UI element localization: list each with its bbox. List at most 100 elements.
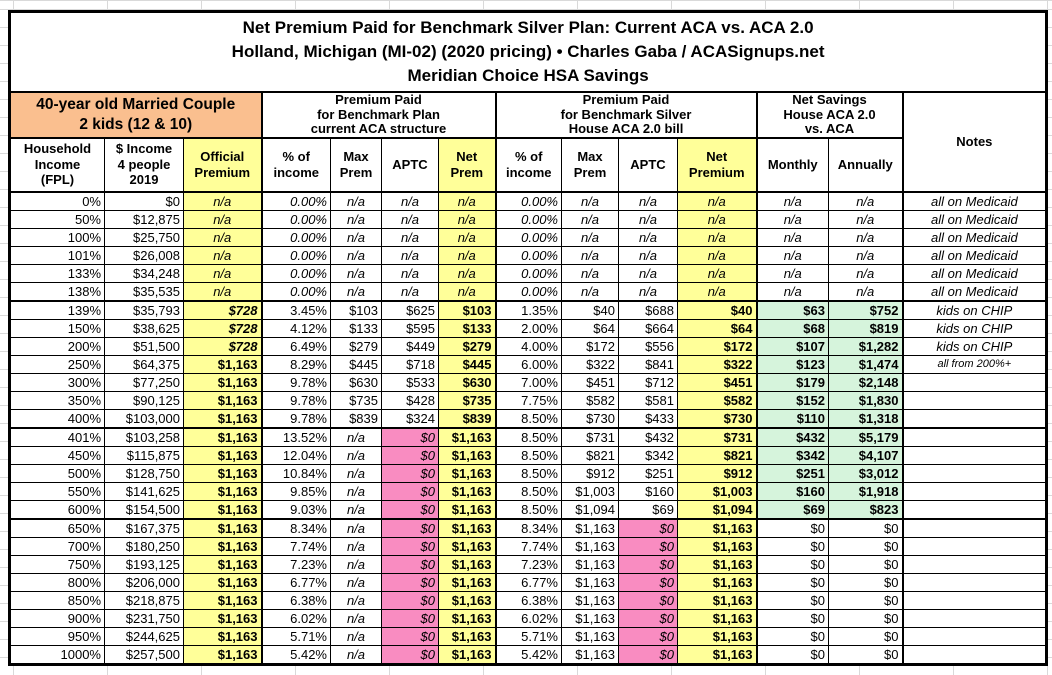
cell-fpl: 101%: [9, 245, 105, 265]
cell-aca-net-prem: $1,163: [438, 445, 496, 465]
cell-savings-annually: $0: [828, 554, 903, 574]
cell-aca-net-prem: $103: [438, 299, 496, 320]
cell-aca-pct-income: 4.12%: [260, 318, 331, 338]
cell-house-net-premium: $912: [677, 463, 757, 483]
cell-notes: [901, 481, 1048, 501]
cell-fpl: 600%: [9, 499, 105, 519]
cell-house-aptc: $0: [618, 644, 678, 665]
cell-fpl: 50%: [9, 209, 105, 229]
cell-aca-max-prem: $279: [330, 336, 382, 356]
cell-savings-annually: $1,830: [828, 390, 903, 410]
cell-house-net-premium: $582: [677, 390, 757, 410]
cell-aca-aptc: $533: [381, 372, 439, 392]
cell-aca-pct-income: 0.00%: [260, 191, 331, 211]
cell-fpl: 950%: [9, 626, 105, 646]
cell-aca-max-prem: n/a: [330, 209, 382, 229]
cell-aca-net-prem: n/a: [438, 209, 496, 229]
cell-aca-pct-income: 9.78%: [260, 390, 331, 410]
cell-aca-pct-income: 0.00%: [260, 281, 331, 301]
cell-aca-pct-income: 0.00%: [260, 245, 331, 265]
cell-house-pct-income: 6.77%: [494, 572, 562, 592]
cell-notes: [901, 626, 1048, 646]
cell-income: $244,625: [104, 626, 184, 646]
cell-aca-net-prem: n/a: [438, 245, 496, 265]
cell-house-pct-income: 8.50%: [494, 445, 562, 465]
cell-official-premium: $1,163: [183, 463, 262, 483]
cell-house-net-premium: $1,163: [677, 536, 757, 556]
cell-fpl: 300%: [9, 372, 105, 392]
cell-aca-pct-income: 10.84%: [260, 463, 331, 483]
cell-official-premium: $728: [183, 336, 262, 356]
table-title: Net Premium Paid for Benchmark Silver Pl…: [8, 11, 1048, 93]
cell-notes: [901, 536, 1048, 556]
cell-income: $90,125: [104, 390, 184, 410]
cell-aca-aptc: $0: [381, 445, 439, 465]
cell-house-net-premium: n/a: [677, 191, 757, 211]
cell-savings-annually: $1,918: [828, 481, 903, 501]
cell-aca-aptc: $0: [381, 626, 439, 646]
cell-house-max-prem: $1,094: [561, 499, 619, 519]
cell-house-net-premium: $1,003: [677, 481, 757, 501]
header-group-house-aca2: Premium Paid for Benchmark Silver House …: [494, 91, 757, 139]
cell-aca-aptc: $0: [381, 608, 439, 628]
cell-aca-max-prem: $735: [330, 390, 382, 410]
table-row-750: 750% $193,125 $1,163 7.23% n/a $0 $1,163 7.23% $…: [9, 554, 1048, 574]
cell-savings-monthly: $432: [755, 426, 829, 447]
cell-house-pct-income: 6.02%: [494, 608, 562, 628]
cell-savings-annually: n/a: [828, 209, 903, 229]
cell-house-aptc: $251: [618, 463, 678, 483]
cell-house-pct-income: 8.50%: [494, 481, 562, 501]
cell-aca-net-prem: $1,163: [438, 590, 496, 610]
cell-house-aptc: $0: [618, 554, 678, 574]
cell-income: $103,258: [104, 426, 184, 447]
cell-savings-annually: $0: [828, 626, 903, 646]
cell-notes: [901, 463, 1048, 483]
cell-house-pct-income: 1.35%: [494, 299, 562, 320]
cell-aca-pct-income: 6.77%: [260, 572, 331, 592]
header-group-demographic: 40-year old Married Couple 2 kids (12 & …: [9, 91, 262, 139]
cell-house-max-prem: $730: [561, 408, 619, 428]
cell-official-premium: $1,163: [183, 644, 262, 665]
cell-official-premium: n/a: [183, 263, 262, 283]
cell-aca-aptc: $0: [381, 536, 439, 556]
cell-official-premium: $1,163: [183, 372, 262, 392]
table-row-450: 450% $115,875 $1,163 12.04% n/a $0 $1,163 8.50%…: [9, 445, 1048, 465]
cell-income: $51,500: [104, 336, 184, 356]
cell-income: $38,625: [104, 318, 184, 338]
table-body: 0% $0 n/a 0.00% n/a n/a n/a 0.00% n/a n/a n/a n/a n/…: [9, 191, 1048, 665]
cell-house-aptc: $664: [618, 318, 678, 338]
cell-aca-net-prem: n/a: [438, 263, 496, 283]
cell-aca-max-prem: $133: [330, 318, 382, 338]
cell-aca-net-prem: n/a: [438, 227, 496, 247]
cell-house-max-prem: $1,163: [561, 644, 619, 665]
title-line-1: Net Premium Paid for Benchmark Silver Pl…: [242, 18, 814, 37]
cell-savings-monthly: n/a: [755, 191, 829, 211]
cell-savings-annually: $0: [828, 644, 903, 665]
cell-savings-annually: $4,107: [828, 445, 903, 465]
cell-savings-annually: $752: [828, 299, 903, 320]
cell-aca-max-prem: $445: [330, 354, 382, 374]
cell-savings-monthly: $110: [755, 408, 829, 428]
cell-notes: [901, 590, 1048, 610]
header-group-net-savings: Net Savings House ACA 2.0 vs. ACA: [755, 91, 903, 139]
cell-aca-aptc: n/a: [381, 263, 439, 283]
cell-house-pct-income: 0.00%: [494, 191, 562, 211]
cell-official-premium: $1,163: [183, 517, 262, 538]
cell-fpl: 133%: [9, 263, 105, 283]
cell-fpl: 650%: [9, 517, 105, 538]
cell-notes: [901, 517, 1048, 538]
cell-aca-aptc: n/a: [381, 245, 439, 265]
cell-house-pct-income: 5.71%: [494, 626, 562, 646]
col-header-house-pct-income: % of income: [494, 137, 562, 193]
cell-official-premium: $1,163: [183, 626, 262, 646]
table-row-1000: 1000% $257,500 $1,163 5.42% n/a $0 $1,163 5.42%…: [9, 644, 1048, 665]
cell-aca-aptc: $428: [381, 390, 439, 410]
cell-fpl: 250%: [9, 354, 105, 374]
table-row-300: 300% $77,250 $1,163 9.78% $630 $533 $630 7.00% $…: [9, 372, 1048, 392]
cell-house-net-premium: n/a: [677, 227, 757, 247]
col-header-house-net-premium: Net Premium: [677, 137, 757, 193]
cell-savings-monthly: $0: [755, 536, 829, 556]
cell-house-aptc: n/a: [618, 281, 678, 301]
cell-income: $103,000: [104, 408, 184, 428]
cell-house-net-premium: $322: [677, 354, 757, 374]
